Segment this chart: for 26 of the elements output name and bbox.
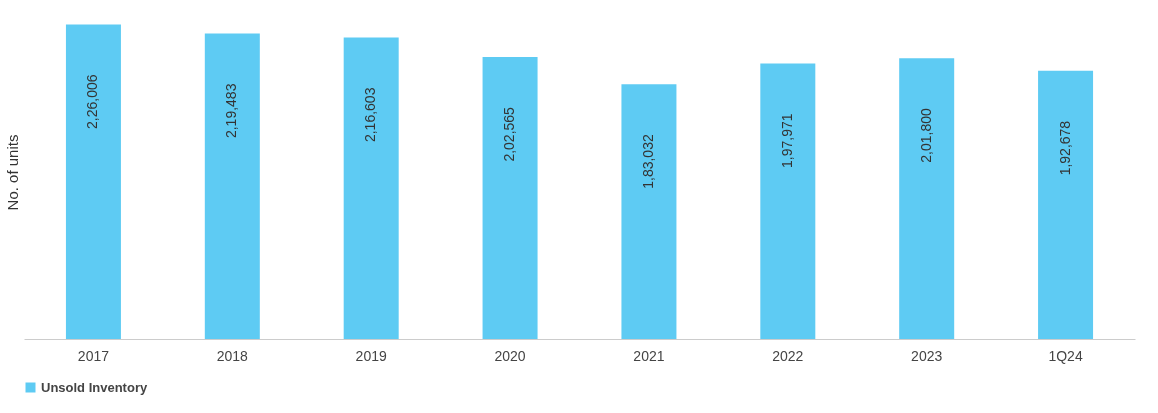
x-tick-label: 2023 — [911, 347, 943, 364]
x-tick-label: 2020 — [494, 347, 526, 364]
bar — [621, 84, 677, 339]
bar — [1038, 70, 1094, 339]
bar — [343, 37, 399, 339]
y-axis-title: No. of units — [3, 134, 21, 211]
data-label: 2,02,565 — [501, 106, 518, 162]
data-label: 1,92,678 — [1056, 120, 1073, 176]
bar — [482, 57, 538, 339]
data-label: 1,97,971 — [778, 113, 795, 168]
x-tick-label: 2017 — [77, 347, 110, 364]
legend-label: Unsold Inventory — [41, 379, 148, 395]
bar — [65, 24, 121, 339]
data-label: 2,01,800 — [917, 107, 934, 163]
data-label: 1,83,032 — [639, 134, 656, 189]
x-tick-label: 2018 — [216, 347, 249, 364]
x-tick-label: 1Q24 — [1048, 347, 1083, 364]
bar — [760, 63, 816, 339]
data-label: 2,19,483 — [223, 83, 240, 139]
bar — [899, 58, 955, 339]
x-tick-label: 2019 — [355, 347, 387, 364]
x-tick-label: 2022 — [772, 347, 804, 364]
bar — [204, 33, 260, 339]
data-label: 2,26,006 — [84, 74, 101, 129]
data-label: 2,16,603 — [362, 87, 379, 143]
x-tick-label: 2021 — [633, 347, 665, 364]
